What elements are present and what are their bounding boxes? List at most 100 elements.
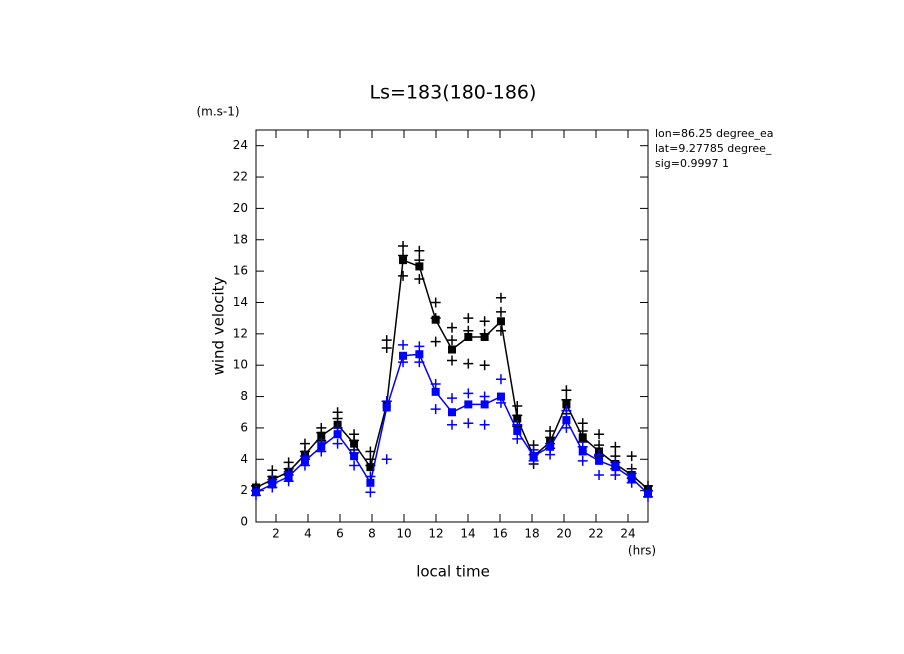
sample-cross [414,341,425,352]
sample-cross [479,419,490,430]
sample-cross [463,388,474,399]
point [496,392,505,401]
point [317,431,326,440]
x-tick-label: 24 [620,527,635,541]
sample-cross [398,270,409,281]
sample-cross [495,306,506,317]
point [350,452,359,461]
point [431,315,440,324]
y-tick-label: 14 [233,295,248,309]
sample-cross [447,393,457,404]
point [448,345,456,354]
sample-cross [545,449,556,460]
point [480,332,489,341]
point [399,256,408,265]
point [382,403,391,412]
sample-cross [610,441,621,452]
x-tick-label: 20 [556,527,571,541]
y-tick-label: 10 [233,358,248,372]
point [595,456,604,465]
x-tick-label: 18 [524,527,539,541]
sample-cross [594,469,605,480]
chart-title: Ls=183(180-186) [370,82,537,104]
point [252,488,260,497]
point [529,452,538,461]
y-tick-label: 8 [240,389,248,403]
point [496,317,505,326]
point [284,472,293,481]
point [300,456,309,465]
point [415,262,424,271]
sample-cross [479,391,490,402]
sample-cross [512,400,523,411]
sample-cross [463,313,474,324]
point [333,430,342,439]
point [464,332,473,341]
point [366,463,375,472]
point [513,414,522,423]
x-tick-label: 8 [368,527,376,541]
point [350,439,359,448]
sample-cross [626,451,637,462]
sample-cross [561,385,572,396]
point [644,489,652,498]
y-tick-label: 16 [233,264,248,278]
sample-cross [479,360,490,371]
point [464,400,473,409]
point [578,447,587,456]
sample-cross [365,487,376,498]
point [611,463,620,472]
y-tick-label: 6 [240,420,248,434]
x-tick-label: 6 [336,527,344,541]
sample-cross [463,358,474,369]
sample-cross [495,325,506,336]
point [431,387,440,396]
point [513,427,522,436]
sample-cross [447,335,457,346]
annotation: lat=9.27785 degree_ [655,142,772,155]
annotation: sig=0.9997 1 [655,157,729,170]
point [317,442,326,451]
x-axis-label: local time [416,563,490,581]
y-tick-label: 24 [233,138,248,152]
sample-cross [594,429,605,440]
x-tick-label: 14 [460,527,475,541]
sample-cross [398,241,409,252]
y-tick-label: 2 [240,483,248,497]
point [268,480,277,489]
sample-cross [447,322,457,333]
sample-cross [610,469,621,480]
point [627,474,636,483]
x-tick-label: 16 [492,527,507,541]
y-tick-label: 0 [240,515,248,529]
point [448,408,456,417]
plot-frame [255,129,649,523]
point [562,416,571,425]
sample-cross [463,418,474,429]
x-tick-label: 4 [304,527,312,541]
sample-cross [430,297,441,308]
y-unit: (m.s-1) [196,105,239,119]
sample-cross [349,460,360,471]
sample-cross [414,245,425,256]
sample-cross [577,455,588,466]
sample-cross [495,292,506,303]
sample-cross [495,374,506,385]
sample-cross [479,316,490,327]
point [480,400,489,409]
x-tick-label: 22 [588,527,603,541]
sample-cross [512,433,523,444]
x-tick-label: 12 [428,527,443,541]
x-unit: (hrs) [628,544,656,558]
point [366,478,375,487]
point [578,433,587,442]
y-axis-label: wind velocity [210,276,228,375]
y-tick-label: 4 [240,452,248,466]
y-tick-label: 20 [233,201,248,215]
point [546,442,555,451]
sample-cross [430,404,441,415]
annotation: lon=86.25 degree_ea [655,127,774,140]
sample-cross [561,405,572,416]
sample-cross [398,339,409,350]
